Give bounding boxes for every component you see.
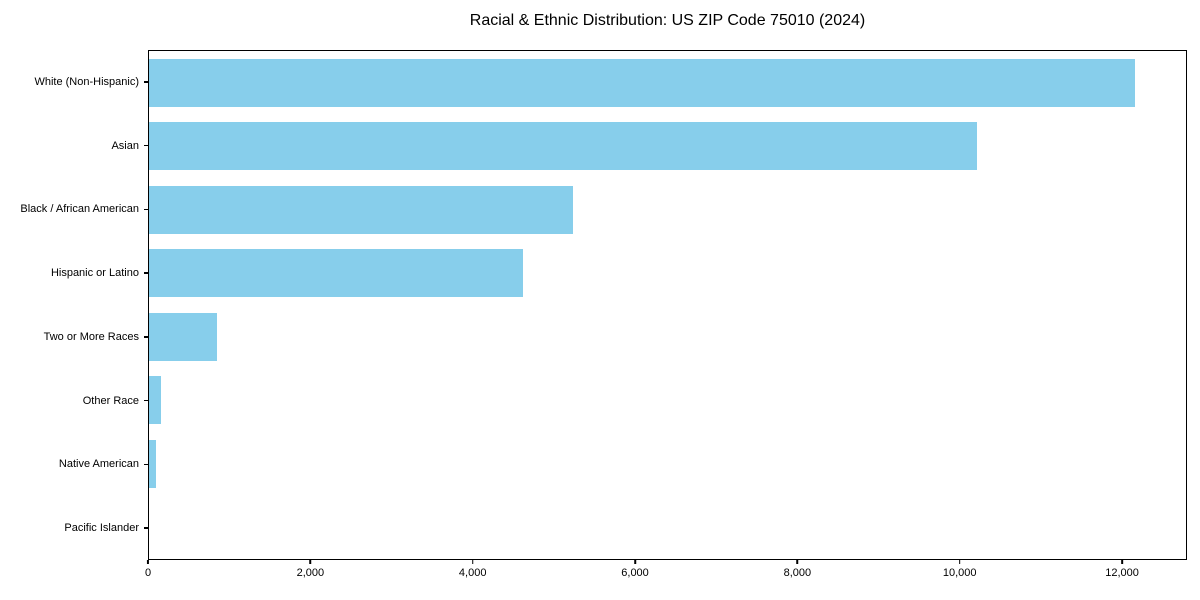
x-axis: 0 2,000 4,000 6,000 8,000 10,000 12,000 [145,560,1187,592]
y-tick-row: Black / African American [0,178,148,242]
x-tick-label: 10,000 [942,567,977,579]
y-tick-mark [144,399,148,402]
y-tick-row: Two or More Races [0,305,148,369]
y-tick-mark [144,81,148,83]
bar-row [149,115,1186,179]
y-tick-row: Asian [0,114,148,178]
x-tick-mark [1121,560,1123,564]
x-tick-mark [958,560,961,564]
x-tick-group: 6,000 [621,560,649,579]
x-tick-mark [471,560,474,564]
bar-row [149,496,1186,560]
bar-asian [149,122,978,171]
x-tick-group: 12,000 [1105,560,1139,579]
y-tick-label: Native American [58,458,139,471]
y-axis-labels: White (Non-Hispanic) Asian Black / Afric… [0,50,148,560]
y-tick-label: Two or More Races [43,330,139,343]
bar-white-non-hispanic [149,58,1135,107]
y-tick-mark [144,272,148,274]
bar-row [149,432,1186,496]
bar-row [149,369,1186,433]
bar-hispanic-or-latino [149,249,523,298]
x-tick-label: 4,000 [458,567,487,579]
x-tick-label: 2,000 [296,567,325,579]
x-tick-group: 4,000 [458,560,487,579]
x-tick-label: 6,000 [621,567,649,579]
y-tick-row: Native American [0,433,148,497]
x-tick-group: 10,000 [943,560,977,579]
bar-black-african-american [149,185,573,234]
y-tick-mark [144,336,148,338]
x-tick-label: 0 [144,567,152,579]
y-tick-row: Pacific Islander [0,496,148,560]
y-tick-mark [144,463,148,466]
y-tick-label: Black / African American [20,203,139,216]
x-tick-label: 8,000 [783,567,812,579]
x-tick-mark [147,560,149,564]
x-tick-group: 8,000 [783,560,812,579]
x-tick-group: 2,000 [296,560,325,579]
x-tick-label: 12,000 [1105,567,1139,579]
y-tick-mark [144,208,148,211]
y-tick-mark [144,527,148,529]
bar-row [149,242,1186,306]
y-tick-row: Hispanic or Latino [0,241,148,305]
x-tick-group: 0 [145,560,151,579]
y-tick-label: Asian [111,139,139,152]
x-tick-mark [634,560,636,564]
y-tick-label: Other Race [82,394,139,407]
bar-native-american [149,439,157,488]
y-tick-row: Other Race [0,369,148,433]
x-tick-mark [796,560,799,564]
y-tick-label: Pacific Islander [64,522,139,535]
bar-row [149,305,1186,369]
x-tick-mark [309,560,312,564]
y-tick-label: White (Non-Hispanic) [34,75,139,88]
chart-title: Racial & Ethnic Distribution: US ZIP Cod… [469,12,866,29]
bar-row [149,51,1186,115]
bar-other-race [149,376,162,425]
y-tick-mark [144,144,148,147]
bar-row [149,178,1186,242]
y-tick-row: White (Non-Hispanic) [0,50,148,114]
plot-area [148,50,1187,560]
bar-two-or-more-races [149,312,218,361]
y-tick-label: Hispanic or Latino [50,267,139,280]
